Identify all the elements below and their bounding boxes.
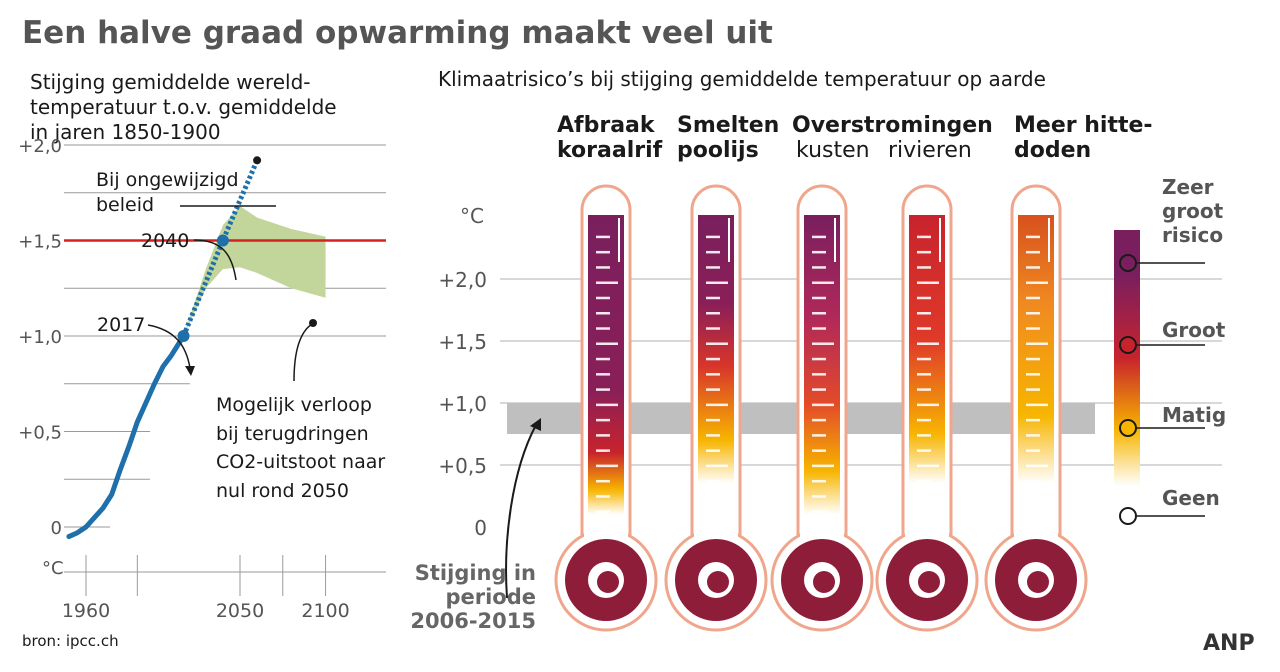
left-x-tick-label: 1960: [62, 600, 110, 622]
thermometer-5: [984, 184, 1088, 632]
page-title: Een halve graad opwarming maakt veel uit: [22, 15, 773, 51]
observed-label-line: 2006-2015: [410, 609, 536, 633]
left-y-axis: 0 +0,5 +1,0 +1,5 +2,0: [18, 136, 62, 539]
category-label-line: koraalrif: [557, 138, 663, 163]
left-y-tick-label: +1,0: [18, 327, 62, 348]
point-2040: [216, 234, 229, 247]
thermometer-1: [554, 184, 658, 632]
observed-series-line: [66, 333, 187, 540]
right-y-tick-label: +2,0: [438, 268, 487, 292]
climate-risk-thermometers: Klimaatrisico’s bij stijging gemiddelde …: [410, 67, 1226, 633]
left-subtitle-line-1: Stijging gemiddelde wereld-: [30, 70, 311, 94]
annotation-2040: 2040: [141, 230, 189, 252]
annotation-possible-path: Mogelijk verloop bij terugdringen CO2-ui…: [216, 394, 391, 502]
left-subtitle-line-2: temperatuur t.o.v. gemiddelde: [30, 95, 337, 119]
unchanged-policy-series-line: [181, 159, 260, 337]
risk-legend-label: Zeer: [1162, 175, 1214, 199]
category-label-line: rivieren: [888, 138, 972, 163]
right-y-axis: 0 +0,5 +1,0 +1,5 +2,0: [438, 268, 487, 540]
right-subtitle: Klimaatrisico’s bij stijging gemiddelde …: [438, 67, 1046, 91]
thermometer-3: [770, 184, 874, 632]
left-x-tick-label: 2100: [301, 600, 349, 622]
annotation-possible-line-4: nul rond 2050: [216, 480, 349, 502]
arrowhead-2017: [185, 366, 195, 376]
left-x-axis: 1960 2050 2100: [62, 555, 350, 622]
observed-label-line: Stijging in: [415, 561, 536, 585]
point-unchanged-end: [253, 156, 262, 165]
risk-legend-label: Groot: [1162, 318, 1226, 342]
thermometers: [554, 184, 1088, 632]
category-label-4: rivieren: [888, 138, 972, 163]
observed-label-line: periode: [445, 585, 536, 609]
annotation-possible-line-3: CO2-uitstoot naar: [216, 451, 385, 473]
annotation-unchanged-policy: Bij ongewijzigd beleid: [96, 169, 245, 216]
thermometer-bulb-core: [597, 571, 619, 593]
annotation-2017: 2017: [97, 314, 145, 336]
category-label-line: kusten: [796, 138, 870, 163]
thermometer-4: [875, 184, 979, 632]
anp-logo: ANP: [1203, 631, 1255, 656]
risk-legend-label: risico: [1162, 223, 1223, 247]
possible-path-band: [183, 206, 326, 336]
annotation-possible-line-2: bij terugdringen: [216, 423, 369, 445]
thermometer-bulb-core: [707, 571, 729, 593]
category-label-line: Overstromingen: [792, 113, 993, 138]
risk-legend-marker: [1119, 254, 1137, 272]
right-y-tick-label: +1,0: [438, 392, 487, 416]
thermometer-bulb-core: [813, 571, 835, 593]
left-plot-area: [64, 156, 386, 540]
category-label-line: Smelten: [677, 113, 779, 138]
annotation-unchanged-line-1: Bij ongewijzigd: [96, 169, 239, 191]
leader-possible: [293, 323, 313, 382]
point-2017: [177, 330, 190, 342]
category-label-line: doden: [1014, 138, 1091, 163]
risk-legend-marker: [1119, 419, 1137, 437]
risk-legend-marker: [1119, 336, 1137, 354]
left-y-tick-label: +2,0: [18, 136, 62, 157]
risk-legend-bar: [1114, 230, 1140, 486]
left-subtitle: Stijging gemiddelde wereld- temperatuur …: [30, 70, 343, 144]
risk-legend-marker: [1119, 507, 1137, 525]
annotation-possible-line-1: Mogelijk verloop: [216, 394, 372, 416]
marker-possible: [309, 319, 317, 327]
temperature-line-chart: Stijging gemiddelde wereld- temperatuur …: [18, 70, 391, 622]
category-label-line: Meer hitte-: [1014, 113, 1153, 138]
left-unit-label: °C: [42, 558, 64, 579]
left-annotations: Bij ongewijzigd beleid 2040 2017 Mogelij…: [96, 169, 391, 502]
right-y-tick-label: +0,5: [438, 454, 487, 478]
category-label-5: Meer hitte-doden: [1014, 113, 1153, 163]
left-y-tick-label: 0: [51, 518, 62, 539]
right-y-tick-label: +1,5: [438, 330, 487, 354]
category-label-line: Afbraak: [557, 113, 656, 138]
thermometer-bulb-core: [1027, 571, 1049, 593]
source-credit: bron: ipcc.ch: [22, 632, 119, 650]
leader-2017: [147, 324, 191, 369]
left-subtitle-line-3: in jaren 1850-1900: [30, 120, 221, 144]
risk-legend-label: Matig: [1162, 403, 1226, 427]
risk-legend-label: Geen: [1162, 486, 1220, 510]
right-y-tick-label: 0: [474, 516, 487, 540]
thermometer-2: [664, 184, 768, 632]
thermometer-bulb-core: [918, 571, 940, 593]
observed-arrow: [505, 424, 537, 599]
left-y-tick-label: +0,5: [18, 423, 62, 444]
risk-legend-label: groot: [1162, 199, 1224, 223]
leader-2040: [193, 239, 237, 281]
category-label-line: poolijs: [677, 138, 759, 163]
left-x-tick-label: 2050: [216, 600, 264, 622]
observed-arrowhead: [530, 418, 541, 431]
left-y-tick-label: +1,5: [18, 232, 62, 253]
annotation-unchanged-line-2: beleid: [96, 194, 154, 216]
right-unit-label: °C: [460, 204, 484, 228]
